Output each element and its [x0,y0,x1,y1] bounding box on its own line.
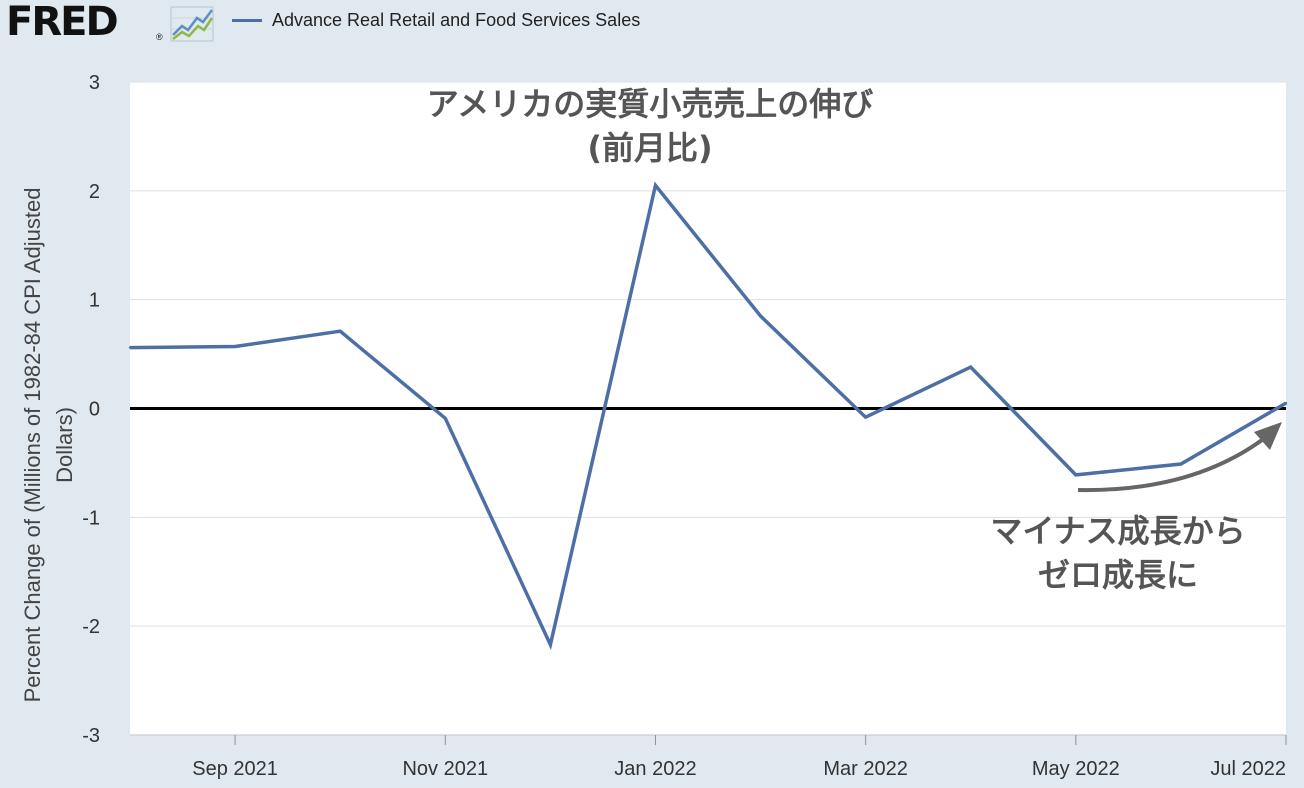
annotation-title: アメリカの実質小売売上の伸び (前月比) [427,85,873,167]
trend-line-icon [170,6,214,42]
y-tick-label: 3 [89,72,100,94]
data-point [1284,401,1288,405]
y-axis-label: Percent Change of (Millions of 1982-84 C… [20,188,77,703]
data-point [338,330,342,333]
x-axis-ticks: Sep 2021 Nov 2021 Jan 2022 Mar 2022 May 2022… [130,734,1287,780]
y-axis-ticks: 3 2 1 0 -1 -2 -3 [82,72,100,747]
x-tick-label: Mar 2022 [823,758,908,780]
y-tick-label: -2 [82,616,100,638]
annotation-title-line: (前月比) [587,129,712,167]
y-axis-label-line: Dollars) [52,407,77,483]
annotation-note-line: ゼロ成長に [1038,556,1198,594]
series-group [128,181,1288,651]
registered-mark: ® [156,32,163,42]
annotation-title-line: アメリカの実質小売売上の伸び [427,85,873,123]
x-tick-label: Sep 2021 [192,758,278,780]
series-line [129,181,1287,651]
header: FRED ® Advance Real Retail and Food Serv… [0,0,1304,44]
data-point [444,417,447,420]
y-tick-label: -3 [82,725,100,747]
fred-logo[interactable]: FRED [6,0,119,45]
legend-label: Advance Real Retail and Food Services Sa… [272,9,641,30]
annotation-note-line: マイナス成長から [990,512,1245,550]
legend-swatch [232,18,262,22]
x-tick-label: Nov 2021 [402,758,488,780]
data-point [654,184,657,187]
data-point [549,643,552,646]
y-axis-label-line: Percent Change of (Millions of 1982-84 C… [20,188,45,703]
x-tick-label: May 2022 [1032,758,1120,780]
data-point [128,346,132,349]
data-point [759,314,762,318]
data-point [233,345,237,348]
data-point [1179,462,1183,466]
annotation-arrow [1077,438,1264,493]
x-tick-label: Jan 2022 [614,758,696,780]
x-tick-label: Jul 2022 [1210,758,1286,780]
data-point [864,416,867,419]
data-point [969,365,972,369]
annotation-arrowhead [1254,422,1282,450]
y-tick-label: 1 [89,290,100,312]
data-point [1074,473,1078,477]
legend[interactable]: Advance Real Retail and Food Services Sa… [232,8,640,32]
y-tick-label: 0 [89,399,100,421]
y-tick-label: -1 [82,507,100,529]
y-tick-label: 2 [89,181,100,203]
